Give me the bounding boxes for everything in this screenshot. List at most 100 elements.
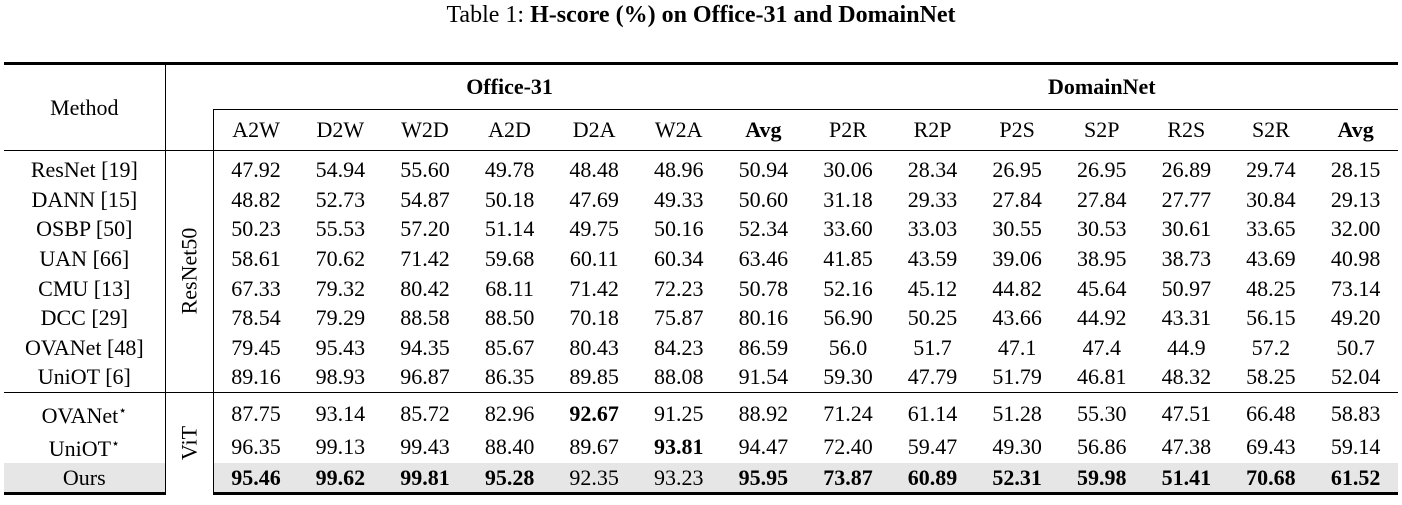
table-row: CMU [13] 67.33 79.32 80.42 68.11 71.42 72.23 50… xyxy=(4,273,1398,303)
table-cell: 95.46 xyxy=(213,462,299,496)
table-cell: 52.31 xyxy=(974,462,1060,496)
table-cell: 78.54 xyxy=(231,305,281,331)
resnet-section: ResNet [19] ResNet50 47.92 54.94 55.60 49.78 4… xyxy=(4,149,1398,393)
table-cell: 27.84 xyxy=(992,186,1042,212)
table-cell: 58.83 xyxy=(1313,391,1398,430)
table-cell: 68.11 xyxy=(485,275,534,301)
table-cell: 52.16 xyxy=(823,275,873,301)
table-cell: 55.53 xyxy=(315,216,366,242)
table-cell: 80.42 xyxy=(400,275,450,301)
vit-section: OVANet⋆ ViT 87.75 93.14 85.72 82.96 92.67 91.25… xyxy=(4,391,1398,496)
table-cell: 45.64 xyxy=(1076,275,1127,301)
table-row: ResNet [19] ResNet50 47.92 54.94 55.60 49.78 4… xyxy=(4,149,1398,393)
method-cell: UniOT⋆ xyxy=(4,429,166,463)
column-header-office-a2d: A2D xyxy=(488,117,531,142)
table-cell: 28.34 xyxy=(890,149,975,185)
table-cell: 59.30 xyxy=(823,364,873,390)
table-cell: 92.67 xyxy=(551,391,637,430)
column-header-domainnet-s2p: S2P xyxy=(1083,117,1120,142)
table-cell: 27.77 xyxy=(1161,186,1212,212)
table-cell: 89.85 xyxy=(569,364,619,390)
column-header-office-w2a: W2A xyxy=(654,117,703,142)
method-name: DCC [29] xyxy=(40,305,129,331)
table-cell: 51.28 xyxy=(974,391,1060,430)
table-cell: 75.87 xyxy=(654,305,704,331)
table-caption: Table 1: H-score (%) on Office-31 and Do… xyxy=(0,2,1402,28)
table-cell: 51.14 xyxy=(484,216,535,242)
table-cell: 30.53 xyxy=(1076,216,1127,242)
table-cell: 94.35 xyxy=(400,334,450,360)
table-cell: 96.87 xyxy=(400,364,450,390)
table-cell: 80.43 xyxy=(569,334,619,360)
table-cell: 30.55 xyxy=(992,216,1042,242)
method-cell: OVANet [48] xyxy=(4,332,166,363)
table-cell: 50.16 xyxy=(654,216,704,242)
table-cell: 89.67 xyxy=(569,433,619,459)
method-name: UAN [66] xyxy=(39,246,130,272)
table-cell: 58.61 xyxy=(231,246,281,272)
table-cell: 50.18 xyxy=(484,186,535,212)
table-cell: 45.12 xyxy=(907,275,958,301)
table-cell: 66.48 xyxy=(1228,391,1314,430)
table-cell: 70.62 xyxy=(315,246,366,272)
table-cell: 38.73 xyxy=(1161,246,1212,272)
table-cell: 70.68 xyxy=(1228,462,1314,496)
backbone-header-spacer xyxy=(165,62,214,110)
table-cell: 47.92 xyxy=(213,149,299,185)
table-cell: 61.14 xyxy=(890,391,975,430)
star-marker: ⋆ xyxy=(118,403,127,419)
column-header-domainnet-r2p: R2P xyxy=(913,117,952,142)
method-header: Method xyxy=(4,62,166,151)
table-cell: 40.98 xyxy=(1330,246,1381,272)
table-cell: 50.60 xyxy=(738,186,789,212)
table-cell: 70.18 xyxy=(569,305,619,331)
table-cell: 94.47 xyxy=(738,433,789,459)
table-cell: 71.24 xyxy=(805,391,891,430)
method-name: UniOT xyxy=(48,435,112,461)
table-cell: 95.28 xyxy=(467,462,552,496)
caption-prefix: Table 1: xyxy=(446,2,531,28)
table-cell: 84.23 xyxy=(654,334,704,360)
table-cell: 29.33 xyxy=(907,186,958,212)
table-row: Ours 95.46 99.62 99.81 95.28 92.35 93.23 95.95 7… xyxy=(4,462,1398,496)
table-cell: 82.96 xyxy=(467,391,552,430)
table-cell: 33.03 xyxy=(907,216,958,242)
column-header-office-a2w: A2W xyxy=(212,109,299,151)
table-row: DCC [29] 78.54 79.29 88.58 88.50 70.18 75.87 80… xyxy=(4,302,1398,333)
table-cell: 48.82 xyxy=(231,186,281,212)
table-cell: 47.1 xyxy=(997,334,1037,360)
table-cell: 55.60 xyxy=(382,149,468,185)
table-cell: 89.16 xyxy=(231,364,281,390)
table-row: UAN [66] 58.61 70.62 71.42 59.68 60.11 60.34 63… xyxy=(4,243,1398,274)
table-cell: 32.00 xyxy=(1330,216,1381,242)
table-cell: 26.95 xyxy=(974,149,1060,185)
table-row: UniOT⋆ 96.35 99.13 99.43 88.40 89.67 93.81 94.4… xyxy=(4,429,1398,463)
table-cell: 92.35 xyxy=(551,462,637,496)
table-cell: 50.23 xyxy=(231,216,281,242)
table-cell: 28.15 xyxy=(1313,149,1398,185)
results-table: Method Office-31 DomainNet A2W D2W W2D A2D D… xyxy=(4,62,1398,496)
table-cell: 95.95 xyxy=(721,462,806,496)
table-cell: 59.68 xyxy=(484,246,535,272)
table-cell: 27.84 xyxy=(1076,186,1127,212)
table-cell: 71.42 xyxy=(400,246,450,272)
table-cell: 30.06 xyxy=(805,149,891,185)
table-cell: 60.89 xyxy=(890,462,975,496)
table-cell: 80.16 xyxy=(738,305,789,331)
table-cell: 98.93 xyxy=(315,364,366,390)
table-cell: 49.30 xyxy=(992,433,1042,459)
method-name: Ours xyxy=(62,465,106,491)
column-header-domainnet-p2s: P2S xyxy=(999,117,1035,142)
table-cell: 49.75 xyxy=(569,216,619,242)
table-cell: 96.35 xyxy=(231,433,281,459)
backbone-label-cell: ResNet50 xyxy=(165,150,214,393)
table-cell: 55.30 xyxy=(1059,391,1145,430)
table-cell: 67.33 xyxy=(231,275,281,301)
domainnet-group-header: DomainNet xyxy=(805,62,1398,110)
backbone-label: ResNet50 xyxy=(176,227,202,315)
method-cell: DCC [29] xyxy=(4,302,166,333)
table-cell: 31.18 xyxy=(823,186,873,212)
table-cell: 58.25 xyxy=(1246,364,1296,390)
table-cell: 56.90 xyxy=(823,305,873,331)
table-row: UniOT [6] 89.16 98.93 96.87 86.35 89.85 88.08 9… xyxy=(4,362,1398,393)
